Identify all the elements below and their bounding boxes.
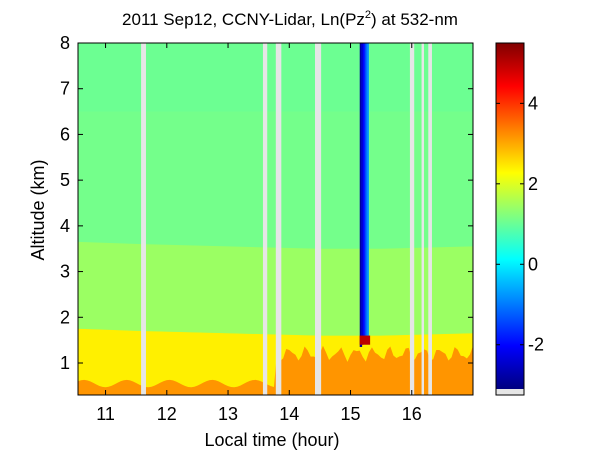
y-tick-label: 1 <box>60 353 70 373</box>
cloud-streak-2 <box>362 43 366 341</box>
chart-title: 2011 Sep12, CCNY-Lidar, Ln(Pz2) at 532-n… <box>122 9 458 29</box>
data-gap-0 <box>141 43 146 395</box>
cloud-streak-1 <box>360 43 364 345</box>
y-tick-label: 4 <box>60 216 70 236</box>
colorbar-tick-label: -2 <box>528 335 544 355</box>
y-tick-label: 8 <box>60 33 70 53</box>
data-gap-2 <box>275 43 282 395</box>
x-tick-label: 16 <box>402 404 422 424</box>
heatmap-layers <box>78 43 473 395</box>
y-tick-label: 7 <box>60 79 70 99</box>
surface-layer <box>78 345 473 395</box>
colorbar-frame <box>495 42 525 396</box>
x-axis-ticks: 11 12 13 14 15 16 <box>96 43 422 424</box>
cloud-streaks <box>359 43 371 347</box>
x-tick-label: 14 <box>279 404 299 424</box>
colorbar-missing-swatch <box>496 389 524 395</box>
y-axis-label: Altitude (km) <box>28 159 48 260</box>
colorbar: -2 0 2 4 <box>495 42 544 396</box>
cloud-streak-0 <box>359 43 363 347</box>
colorbar-tick-label: 4 <box>528 93 538 113</box>
data-gap-3 <box>315 43 322 395</box>
y-tick-label: 5 <box>60 170 70 190</box>
cloud-base <box>359 335 371 345</box>
colorbar-ticks: -2 0 2 4 <box>496 93 544 355</box>
plot-frame <box>77 42 474 396</box>
x-tick-label: 12 <box>157 404 177 424</box>
colorbar-gradient <box>496 43 524 389</box>
x-tick-label: 15 <box>341 404 361 424</box>
heatmap-area <box>78 43 473 395</box>
data-gap-5 <box>421 43 425 395</box>
x-axis-label: Local time (hour) <box>204 430 339 450</box>
colorbar-tick-label: 2 <box>528 174 538 194</box>
y-axis-ticks: 1 2 3 4 5 6 7 8 <box>60 33 473 373</box>
x-tick-label: 11 <box>96 404 115 424</box>
y-tick-label: 6 <box>60 124 70 144</box>
colorbar-tick-label: 0 <box>528 254 538 274</box>
data-gap-1 <box>262 43 268 395</box>
data-gap-6 <box>428 43 432 395</box>
cloud-streak-4 <box>366 43 369 341</box>
y-tick-label: 3 <box>60 262 70 282</box>
elevated-aerosol-layer <box>78 241 473 336</box>
cloud-streak-3 <box>364 43 368 341</box>
x-tick-label: 13 <box>218 404 238 424</box>
y-tick-label: 2 <box>60 307 70 327</box>
data-gap-4 <box>409 43 415 395</box>
data-gaps <box>141 43 432 395</box>
